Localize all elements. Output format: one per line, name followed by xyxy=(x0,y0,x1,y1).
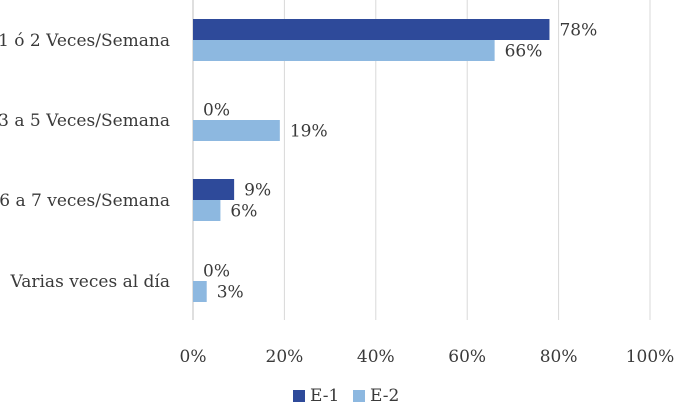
data-label: 9% xyxy=(244,181,271,201)
x-tick-label: 80% xyxy=(540,347,578,367)
bars xyxy=(193,19,550,302)
legend-label: E-1 xyxy=(310,386,339,405)
x-tick-labels: 0% 20% 40% 60% 80% 100% xyxy=(180,347,674,367)
category-label: 1 ó 2 Veces/Semana xyxy=(0,31,170,51)
data-label: 19% xyxy=(290,122,328,142)
category-label: Varias veces al día xyxy=(10,272,170,292)
bar-e-2 xyxy=(193,120,280,141)
data-label: 0% xyxy=(203,262,230,282)
x-tick-label: 0% xyxy=(180,347,207,367)
bar-e-1 xyxy=(193,179,235,200)
legend-swatch-e-1 xyxy=(293,390,305,402)
bar-e-2 xyxy=(193,40,495,61)
category-label: 6 a 7 veces/Semana xyxy=(0,191,170,211)
bar-e-2 xyxy=(193,200,221,221)
x-tick-label: 20% xyxy=(266,347,304,367)
data-label: 66% xyxy=(505,42,543,62)
data-label: 3% xyxy=(217,283,244,303)
bar-e-1 xyxy=(193,19,550,40)
data-label: 6% xyxy=(230,202,257,222)
legend-swatch-e-2 xyxy=(353,390,365,402)
legend: E-1 E-2 xyxy=(293,386,399,405)
category-labels: 1 ó 2 Veces/Semana 3 a 5 Veces/Semana 6 a … xyxy=(0,31,170,292)
legend-label: E-2 xyxy=(370,386,399,405)
category-label: 3 a 5 Veces/Semana xyxy=(0,111,170,131)
data-label: 0% xyxy=(203,101,230,121)
x-tick-label: 100% xyxy=(626,347,674,367)
x-tick-label: 40% xyxy=(357,347,395,367)
data-labels: 78% 0% 9% 0% 66% 19% 6% 3% xyxy=(203,21,597,303)
bar-e-2 xyxy=(193,281,207,302)
data-label: 78% xyxy=(559,21,597,41)
x-tick-label: 60% xyxy=(448,347,486,367)
